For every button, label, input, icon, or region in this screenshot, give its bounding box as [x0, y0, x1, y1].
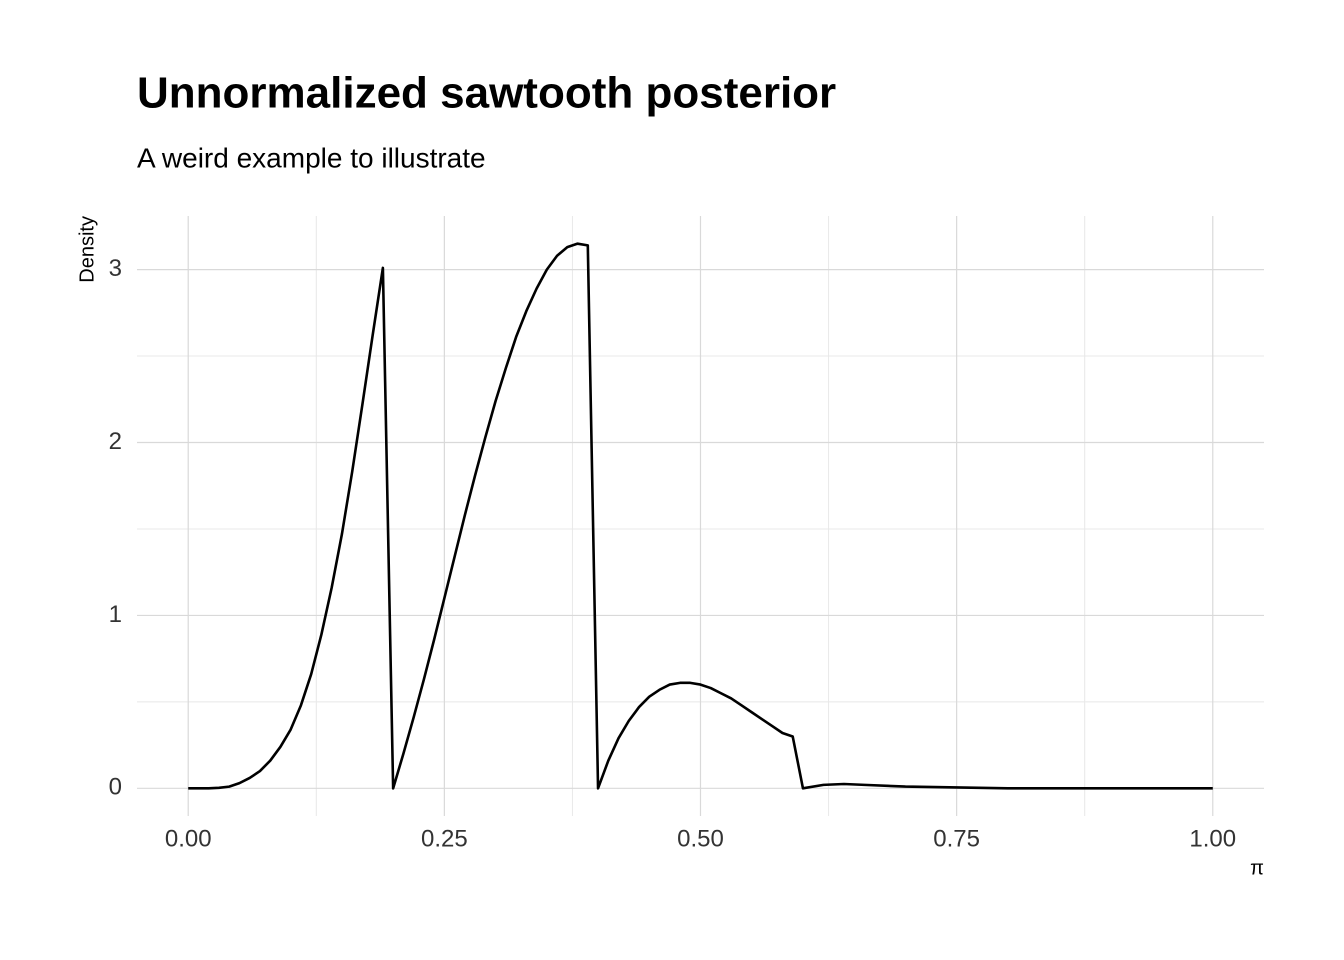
y-axis-label: Density [76, 216, 98, 283]
x-tick-label: 0.25 [421, 825, 468, 852]
data-line [188, 242, 1213, 790]
y-tick-label: 0 [109, 774, 122, 801]
x-tick-label: 0.75 [933, 825, 980, 852]
y-tick-label: 2 [109, 428, 122, 455]
x-tick-label: 0.00 [165, 825, 212, 852]
y-tick-label: 3 [109, 255, 122, 282]
chart-subtitle: A weird example to illustrate [137, 142, 486, 173]
y-tick-label: 1 [109, 601, 122, 628]
x-tick-label: 0.50 [677, 825, 724, 852]
x-axis-label: π [1250, 857, 1264, 879]
x-tick-label: 1.00 [1189, 825, 1236, 852]
chart-title: Unnormalized sawtooth posterior [137, 69, 836, 118]
